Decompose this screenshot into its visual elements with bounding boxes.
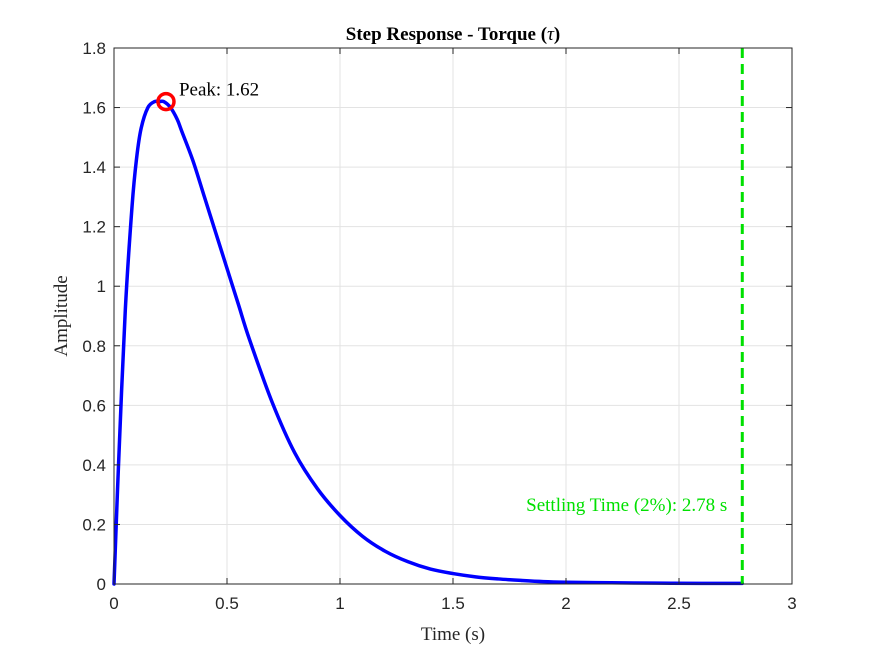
y-tick-label: 0.2	[82, 515, 106, 534]
y-tick-label: 1.8	[82, 39, 106, 58]
y-tick-label: 1.4	[82, 158, 106, 177]
series-layer	[112, 99, 745, 586]
x-tick-label: 3	[787, 594, 796, 613]
y-tick-label: 0.6	[82, 396, 106, 415]
chart-title: Step Response - Torque (τ)	[346, 24, 560, 45]
peak-layer	[156, 91, 176, 112]
y-axis-label: Amplitude	[51, 275, 72, 356]
x-tick-label: 1	[335, 594, 344, 613]
x-tick-label: 1.5	[441, 594, 465, 613]
title-tau-symbol: τ	[547, 24, 555, 45]
x-tick-label: 2.5	[667, 594, 691, 613]
x-axis-label: Time (s)	[421, 624, 485, 645]
x-tick-label: 2	[561, 594, 570, 613]
y-tick-labels: 0 0.2 0.4 0.6 0.8 1 1.2 1.4 1.6 1.8	[82, 39, 106, 594]
grid	[114, 48, 792, 584]
y-tick-label: 1	[97, 277, 106, 296]
x-tick-label: 0.5	[215, 594, 239, 613]
tick-marks	[113, 47, 793, 585]
y-tick-label: 1.6	[82, 99, 106, 118]
y-tick-label: 1.2	[82, 218, 106, 237]
y-tick-label: 0.4	[82, 456, 106, 475]
settling-time-annotation: Settling Time (2%): 2.78 s	[526, 495, 727, 516]
x-tick-label: 0	[109, 594, 118, 613]
step-response-line	[112, 99, 745, 586]
x-tick-labels: 0 0.5 1 1.5 2 2.5 3	[109, 594, 796, 613]
peak-marker	[156, 91, 176, 112]
peak-annotation: Peak: 1.62	[179, 80, 259, 101]
y-tick-label: 0	[97, 575, 106, 594]
y-tick-label: 0.8	[82, 337, 106, 356]
